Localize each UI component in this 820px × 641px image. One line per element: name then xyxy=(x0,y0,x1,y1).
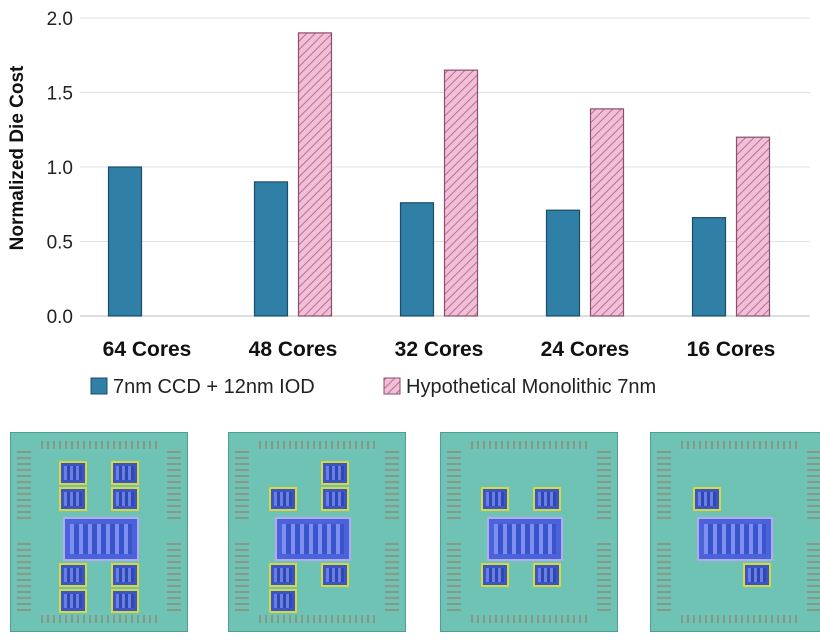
ccd-die xyxy=(59,563,87,587)
ccd-die xyxy=(111,589,139,613)
legend-swatch-monolithic xyxy=(383,377,401,395)
io-die xyxy=(697,517,773,561)
y-axis-label: Normalized Die Cost xyxy=(7,65,28,250)
y-tick-label: 2.0 xyxy=(47,9,73,30)
bar-ccd-iod-4 xyxy=(545,209,581,317)
x-category-label: 24 Cores xyxy=(541,338,630,361)
bar-monolithic-4 xyxy=(589,108,625,317)
ccd-die xyxy=(111,563,139,587)
y-tick-label: 0.5 xyxy=(47,233,73,254)
ccd-die xyxy=(269,563,297,587)
legend-label-monolithic: Hypothetical Monolithic 7nm xyxy=(406,376,656,398)
ccd-die xyxy=(269,487,297,511)
bar-ccd-iod-5 xyxy=(691,217,727,317)
io-die xyxy=(63,517,139,561)
io-die xyxy=(275,517,351,561)
y-tick-label: 0.0 xyxy=(47,307,73,328)
io-die xyxy=(487,517,563,561)
ccd-die xyxy=(533,563,561,587)
x-category-label: 16 Cores xyxy=(687,338,776,361)
bar-ccd-iod-3 xyxy=(399,202,435,317)
ccd-die xyxy=(743,563,771,587)
ccd-die xyxy=(321,461,349,485)
legend-swatch-ccd xyxy=(90,377,108,395)
legend: 7nm CCD + 12nm IOD Hypothetical Monolith… xyxy=(90,376,656,398)
ccd-die xyxy=(321,563,349,587)
bar-monolithic-2 xyxy=(297,32,333,317)
ccd-die xyxy=(59,487,87,511)
ccd-die xyxy=(59,589,87,613)
x-category-label: 64 Cores xyxy=(103,338,192,361)
ccd-die xyxy=(321,487,349,511)
bar-monolithic-3 xyxy=(443,69,479,317)
bar-monolithic-5 xyxy=(735,136,771,317)
y-axis-ticks: 0.0 0.5 1.0 1.5 2.0 xyxy=(47,9,73,328)
package-64-cores xyxy=(10,432,188,632)
x-category-label: 48 Cores xyxy=(249,338,338,361)
legend-label-ccd: 7nm CCD + 12nm IOD xyxy=(113,376,315,398)
ccd-die xyxy=(59,461,87,485)
ccd-die xyxy=(111,487,139,511)
bar-ccd-iod-2 xyxy=(253,181,289,317)
ccd-die xyxy=(111,461,139,485)
package-16-cores xyxy=(650,432,820,632)
ccd-die xyxy=(481,563,509,587)
x-category-label: 32 Cores xyxy=(395,338,484,361)
bars xyxy=(107,32,771,317)
y-tick-label: 1.0 xyxy=(47,158,73,179)
die-package-images xyxy=(0,426,820,641)
bar-ccd-iod-1 xyxy=(107,166,143,317)
ccd-die xyxy=(269,589,297,613)
ccd-die xyxy=(481,487,509,511)
package-32-cores xyxy=(440,432,618,632)
ccd-die xyxy=(533,487,561,511)
ccd-die xyxy=(693,487,721,511)
package-48-cores xyxy=(228,432,406,632)
y-tick-label: 1.5 xyxy=(47,84,73,105)
die-cost-bar-chart: 0.0 0.5 1.0 1.5 2.0 64 Cores 48 Cores 32 Cores… xyxy=(7,9,810,398)
x-axis-categories: 64 Cores 48 Cores 32 Cores 24 Cores 16 Cores xyxy=(103,338,776,361)
